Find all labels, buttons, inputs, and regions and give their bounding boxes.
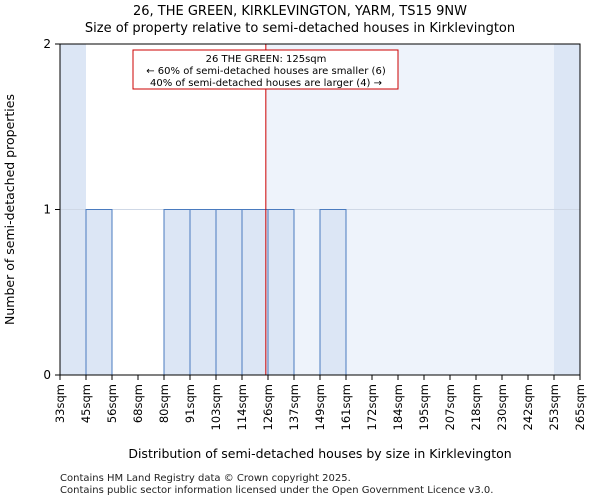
annotation-box: 26 THE GREEN: 125sqm ← 60% of semi-detac…	[132, 49, 399, 90]
annotation-line-1: 26 THE GREEN: 125sqm	[206, 54, 327, 65]
x-tick-label: 56sqm	[105, 384, 119, 423]
annotation-line-2: ← 60% of semi-detached houses are smalle…	[146, 66, 386, 77]
x-tick-label: 184sqm	[391, 384, 405, 430]
footer-licence: Contains public sector information licen…	[60, 485, 494, 496]
x-tick-label: 218sqm	[469, 384, 483, 430]
x-tick-label: 172sqm	[365, 384, 379, 430]
annotation-border	[132, 49, 399, 90]
x-tick-label: 149sqm	[313, 384, 327, 430]
x-tick-label: 230sqm	[495, 384, 509, 430]
bar	[241, 209, 269, 376]
x-tick-label: 207sqm	[443, 384, 457, 430]
annotation-line-3: 40% of semi-detached houses are larger (…	[150, 78, 382, 89]
x-tick-label: 253sqm	[547, 384, 561, 430]
bar	[163, 209, 191, 376]
x-axis-label: Distribution of semi-detached houses by …	[128, 446, 511, 461]
x-tick-label: 126sqm	[261, 384, 275, 430]
x-tick-label: 80sqm	[157, 384, 171, 423]
chart-subtitle: Size of property relative to semi-detach…	[84, 21, 516, 36]
x-tick-label: 265sqm	[573, 384, 587, 430]
chart-title: 26, THE GREEN, KIRKLEVINGTON, YARM, TS15…	[132, 4, 468, 19]
x-tick-label: 242sqm	[521, 384, 535, 430]
x-tick-label: 114sqm	[235, 384, 249, 430]
x-ticks: 33sqm 45sqm 56sqm 68sqm 80sqm 91sqm 103sqm 114s…	[53, 375, 587, 430]
x-tick-label: 68sqm	[131, 384, 145, 423]
x-tick-label: 103sqm	[209, 384, 223, 430]
footer-copyright: Contains HM Land Registry data © Crown c…	[60, 473, 351, 484]
y-axis-label: Number of semi-detached properties	[2, 94, 17, 325]
x-tick-label: 137sqm	[287, 384, 301, 430]
x-tick-label: 195sqm	[417, 384, 431, 430]
y-tick-label: 2	[43, 37, 51, 51]
bar	[189, 209, 217, 376]
y-ticks: 0 1 2	[43, 37, 60, 382]
bar	[215, 209, 243, 376]
x-tick-label: 91sqm	[183, 384, 197, 423]
x-tick-label: 161sqm	[339, 384, 353, 430]
x-tick-label: 45sqm	[79, 384, 93, 423]
bar	[267, 209, 295, 376]
y-tick-label: 1	[43, 203, 51, 217]
y-tick-label: 0	[43, 368, 51, 382]
x-tick-label: 33sqm	[53, 384, 67, 423]
bar	[319, 209, 347, 376]
bar	[85, 209, 113, 376]
